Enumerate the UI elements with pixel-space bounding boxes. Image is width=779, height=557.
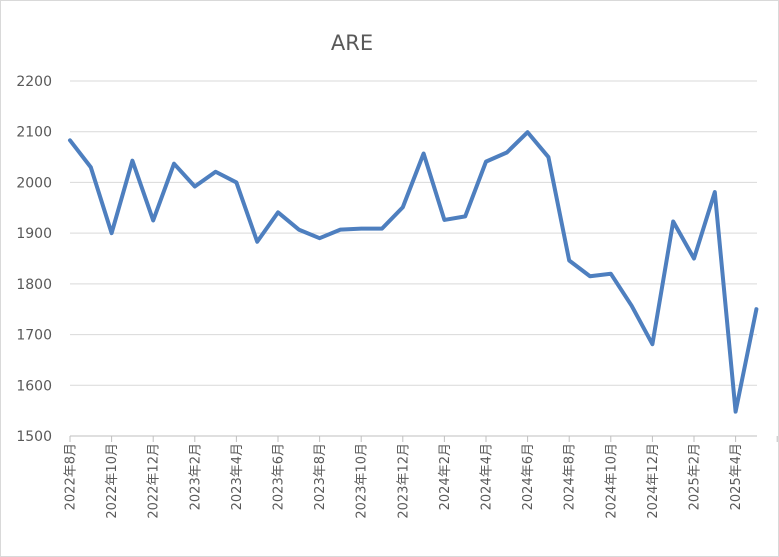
data-point xyxy=(319,237,321,239)
data-point xyxy=(547,156,549,158)
x-tick-label: 2023年12月 xyxy=(396,443,411,519)
data-point xyxy=(402,206,404,208)
data-point xyxy=(152,219,154,221)
x-tick-label: 2025年2月 xyxy=(688,443,703,510)
data-point xyxy=(651,343,653,345)
y-tick-label: 1800 xyxy=(16,277,52,293)
data-point xyxy=(755,308,757,310)
series-line xyxy=(68,130,759,414)
y-axis-tick-labels: 1500 1600 1700 1800 1900 2000 2100 2200 xyxy=(16,74,52,445)
data-point xyxy=(485,161,487,163)
data-point xyxy=(735,411,737,413)
x-tick-label: 2022年12月 xyxy=(147,443,162,519)
data-point xyxy=(298,229,300,231)
data-point xyxy=(672,220,674,222)
x-tick-label: 2024年6月 xyxy=(521,443,536,510)
data-point xyxy=(235,181,237,183)
x-tick-label: 2023年2月 xyxy=(188,443,203,510)
x-tick-label: 2022年8月 xyxy=(64,443,79,510)
series-layer xyxy=(68,130,759,414)
data-point xyxy=(714,191,716,193)
data-point xyxy=(277,211,279,213)
y-tick-label: 1900 xyxy=(16,226,52,242)
data-point xyxy=(173,163,175,165)
data-point xyxy=(589,275,591,277)
x-tick-label: 2024年12月 xyxy=(646,443,661,519)
x-tick-label: 2024年10月 xyxy=(604,443,619,519)
data-point xyxy=(381,228,383,230)
data-point xyxy=(360,228,362,230)
x-tick-label: 2025年4月 xyxy=(729,443,744,510)
x-tick-label: 2024年4月 xyxy=(480,443,495,510)
data-point xyxy=(215,171,217,173)
y-tick-label: 1600 xyxy=(16,378,52,394)
data-point xyxy=(131,160,133,162)
data-point xyxy=(443,219,445,221)
data-point xyxy=(693,258,695,259)
data-point xyxy=(194,185,196,187)
chart-title: ARE xyxy=(331,31,373,55)
y-tick-label: 2200 xyxy=(16,74,52,90)
x-tick-label: 2023年6月 xyxy=(272,443,287,510)
y-tick-label: 1700 xyxy=(16,328,52,344)
data-point xyxy=(464,215,466,217)
data-point xyxy=(568,260,570,262)
data-point xyxy=(90,166,92,168)
data-point xyxy=(111,232,113,234)
x-tick-label: 2023年10月 xyxy=(355,443,370,519)
data-point xyxy=(256,241,258,243)
x-axis: 2022年8月 2022年10月 2022年12月 2023年2月 2023年4月 202… xyxy=(64,435,778,519)
data-point xyxy=(423,153,425,155)
x-tick-label: 2024年8月 xyxy=(563,443,578,510)
data-point xyxy=(506,152,508,154)
data-point xyxy=(610,273,612,275)
x-tick-label: 2023年8月 xyxy=(313,443,328,510)
y-tick-label: 2000 xyxy=(16,175,52,191)
y-tick-label: 2100 xyxy=(16,125,52,141)
data-point xyxy=(527,131,529,133)
y-tick-label: 1500 xyxy=(16,429,52,445)
data-point xyxy=(339,229,341,231)
x-tick-label: 2023年4月 xyxy=(230,443,245,510)
data-point xyxy=(631,305,633,307)
x-tick-label: 2022年10月 xyxy=(105,443,120,519)
data-point xyxy=(69,139,71,141)
x-tick-label: 2024年2月 xyxy=(438,443,453,510)
